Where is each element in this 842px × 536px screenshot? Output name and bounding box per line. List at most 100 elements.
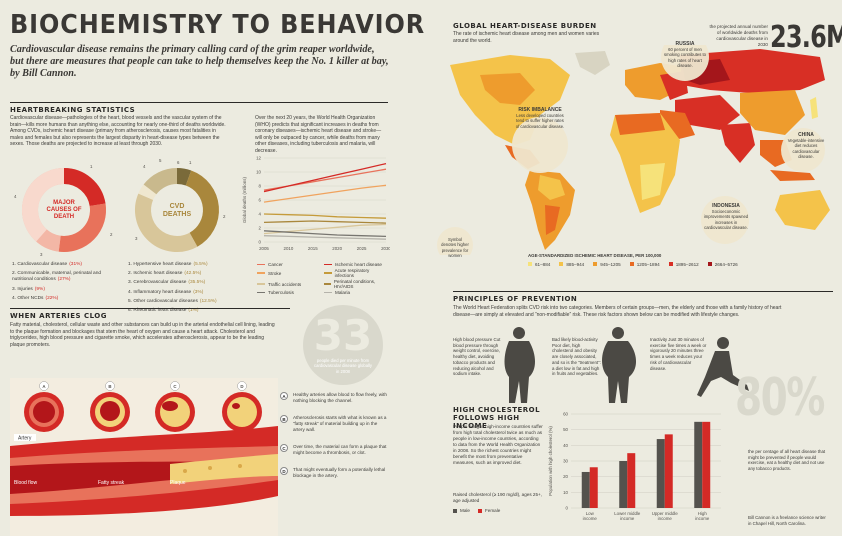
risk-title: RISK IMBALANCE (518, 107, 562, 113)
line-legend-swatch (324, 263, 332, 266)
y-tick-label: 2 (259, 226, 262, 231)
principles-heading: PRINCIPLES OF PREVENTION (453, 295, 578, 303)
legend-row-percent: (22%) (45, 295, 59, 301)
legend-male: Male (453, 508, 470, 513)
russia-title: RUSSIA (675, 41, 695, 47)
line-legend-swatch (257, 291, 265, 294)
figure-3 (697, 337, 749, 397)
map-legend-item: 1205–1894 (629, 262, 660, 267)
line-legend-item: Malaria (324, 290, 387, 295)
trend-text: Over the next 20 years, the World Health… (255, 115, 382, 154)
figure-2 (602, 327, 637, 403)
big-number-caption: the projected annual number of worldwide… (709, 24, 768, 47)
stage-d: D (222, 381, 262, 432)
legend-row: 1. Hypertensive heart disease (5.5%) (128, 262, 243, 268)
bar-category-label: High (698, 511, 708, 516)
legend-row-text: 4. Inflammatory heart disease (128, 289, 192, 295)
line-legend-swatch (324, 283, 331, 285)
risk-text: Less developed countries tend to suffer … (515, 113, 565, 129)
cholesterol-bar-chart: 0 10 20 30 40 50 60 Population with high choles… (548, 412, 721, 521)
cvd-list: 1. Hypertensive heart disease (5.5%) 2. Is… (128, 262, 243, 317)
legend-row-text: 4. Other NCDs (12, 295, 44, 301)
bar-category-label: income (658, 516, 673, 521)
map-legend-swatch (593, 262, 598, 267)
map-legend-label: 61–884 (535, 261, 551, 267)
line-legend-swatch (257, 263, 265, 266)
world-map (437, 45, 830, 255)
region-indonesia (770, 170, 815, 181)
principles-body: The World Heart Federation splits CVD ri… (453, 305, 782, 318)
deaths-line-chart: 0 2 4 6 8 10 12 2005 2010 2015 2020 2025 2030 Global … (242, 156, 390, 252)
legend-row-percent: (3%) (193, 289, 204, 295)
donut1-label-1: MAJOR (53, 200, 75, 206)
artery-step: C Over time, the material can form a plaq… (280, 443, 390, 456)
big-number: 23.6M (770, 20, 842, 55)
arteries-body: Fatty material, cholesterol, cellular wa… (10, 322, 275, 348)
female-swatch (477, 508, 482, 513)
map-legend-label: 945–1205 (600, 261, 621, 267)
y-tick-label: 6 (259, 198, 262, 203)
stat-33-number: 33 (314, 311, 372, 360)
series-line (263, 230, 387, 238)
map-legend: AGE-STANDARDIZED ISCHEMIC HEART DISEASE,… (528, 253, 738, 267)
map-legend-swatch (559, 262, 564, 267)
line-legend-label: Tuberculosis (268, 290, 294, 295)
donut2-label-1: CVD (170, 203, 185, 210)
line-legend-item: Stroke (257, 268, 320, 278)
map-legend-items: 61–884 885–944 945–1205 1205–1894 1895–2612 2… (528, 262, 738, 267)
risk-callout: RISK IMBALANCE Less developed countries … (514, 107, 566, 129)
bar-male (581, 471, 590, 508)
donut-slice-cvd (63, 168, 106, 207)
legend-row-text: 6. Rheumatic heart disease (128, 308, 187, 314)
series-line (263, 235, 387, 240)
donut-slice-other (22, 168, 65, 242)
region-china (740, 90, 805, 135)
map-legend-label: 2664–5726 (714, 261, 738, 267)
map-legend-swatch (629, 262, 634, 267)
stage-c: C (155, 381, 195, 432)
step-text: That might eventually form a potentially… (293, 466, 386, 478)
legend-row-text: 2. Communicable, maternal, perinatal and… (12, 271, 102, 283)
line-legend-item: Perinatal conditions, HIV/AIDS (324, 279, 387, 289)
y-tick-label: 10 (256, 170, 261, 175)
artery-step: D That might eventually form a potentiall… (280, 466, 390, 479)
donut2-num: 1 (189, 160, 192, 165)
line-legend-label: Cancer (268, 262, 283, 267)
legend-row-percent: (12.5%) (199, 298, 217, 304)
stat-33-circle (303, 305, 383, 385)
donut1-num: 3 (40, 252, 43, 257)
legend-row: 3. Injuries (9%) (12, 287, 122, 293)
stage-a: A (24, 381, 64, 432)
cvd-deaths-donut: CVD DEATHS 6 1 2 3 4 5 (135, 158, 226, 252)
line-legend-swatch (257, 272, 265, 274)
map-legend-item: 2664–5726 (707, 261, 738, 267)
legend-row-text: 3. Cerebrovascular disease (128, 280, 187, 286)
donut1-num: 2 (110, 232, 113, 237)
russia-callout-circle (661, 45, 709, 81)
region-usa (480, 73, 535, 105)
stage-b: B (90, 381, 130, 432)
china-title: CHINA (798, 132, 814, 138)
bar-category-label: Lower middle (614, 511, 641, 516)
region-japan (810, 97, 818, 119)
step-text: Atherosclerosis starts with what is know… (293, 414, 387, 432)
donut1-num: 4 (14, 194, 17, 199)
section-rule (453, 291, 833, 292)
line-legend-item: Ischemic heart disease (324, 262, 387, 267)
line-legend-swatch (324, 272, 332, 274)
heartbreaking-body: Cardiovascular disease—pathologies of th… (10, 115, 226, 147)
artery-step: A Healthy arteries allow blood to flow fr… (280, 392, 390, 404)
map-legend-label: 1895–2612 (675, 261, 699, 267)
legend-row-text: 1. Cardiovascular disease (12, 262, 68, 267)
bar-y-axis-label: Population with high cholesterol (%) (548, 426, 553, 496)
x-tick-label: 2030 (381, 246, 390, 251)
major-causes-donut: MAJOR CAUSES OF DEATH 1 2 3 4 (14, 164, 113, 257)
symbol-note: Symbol denotes higher prevalence for wom… (441, 237, 469, 259)
x-tick-label: 2015 (308, 246, 318, 251)
legend-row-percent: (5.5%) (193, 262, 208, 267)
stat-80-caption: the per centage of all heart disease tha… (748, 449, 826, 472)
donut2-num: 4 (143, 164, 146, 169)
artery-label-bg (14, 434, 36, 441)
indonesia-callout: INDONESIA Socioeconomic improvements spa… (703, 203, 749, 231)
line-legend-label: Stroke (268, 270, 282, 276)
